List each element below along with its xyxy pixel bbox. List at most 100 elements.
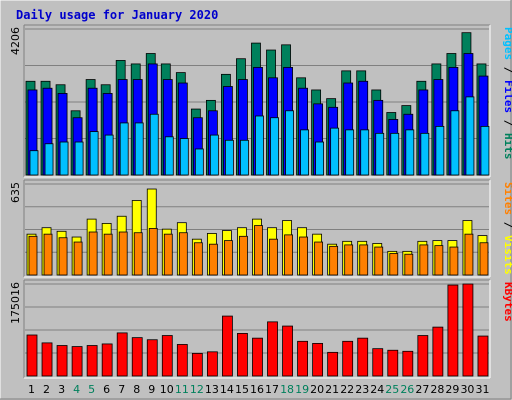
bar-kbytes [146,339,158,377]
x-tick-label: 24 [370,383,384,396]
x-tick-label: 5 [88,383,95,396]
x-tick-label: 23 [355,383,369,396]
bar-kbytes [477,335,489,377]
bar-sites [314,241,324,276]
x-tick-label: 6 [103,383,110,396]
bar-kbytes [297,340,308,377]
bar-pages [285,110,294,176]
legend-entry: Hits [502,133,512,160]
legend-entry: / [502,215,512,235]
bar-sites [299,236,308,276]
bar-sites [389,253,399,276]
x-tick-label: 19 [295,383,309,396]
bar-kbytes [267,321,278,377]
panel-hits_files_pages: 4206 Pages / Files / Hits [9,24,512,178]
bar-sites [239,235,248,276]
bar-pages [255,115,264,176]
legend-label: KBytes [502,282,512,322]
bar-kbytes [282,325,293,377]
bar-kbytes [237,333,248,377]
bar-pages [240,139,249,176]
bar-kbytes [71,346,83,377]
bar-kbytes [402,350,414,377]
x-tick-label: 8 [133,383,140,396]
bar-pages [450,110,460,176]
x-tick-label: 10 [160,383,174,396]
legend-entry: KBytes [502,282,512,322]
bar-sites [118,231,128,276]
x-tick-label: 7 [118,383,125,396]
bar-pages [104,134,114,176]
bar-pages [149,113,159,176]
bar-pages [360,129,370,176]
bar-sites [284,234,293,276]
bar-sites [193,242,203,276]
bar-kbytes [357,337,369,377]
x-tick-label: 26 [400,383,414,396]
bar-kbytes [312,343,324,377]
bar-sites [58,237,68,276]
bar-pages [375,132,385,176]
bar-pages [345,129,355,176]
bar-sites [254,225,263,276]
bar-kbytes [86,345,98,377]
bar-sites [163,233,173,276]
bar-sites [73,241,83,276]
bar-pages [164,136,174,176]
bar-sites [449,246,459,276]
x-tick-label: 12 [190,383,204,396]
bar-sites [103,233,113,276]
bar-pages [420,132,430,176]
x-tick-label: 16 [250,383,264,396]
bar-pages [465,96,475,176]
legend-entry: Files [502,80,512,113]
x-tick-label: 17 [265,383,279,396]
bar-pages [315,141,325,176]
y-max-label: 4206 [9,27,22,55]
panel-visits_sites: 635 Sites / Visits [9,179,512,278]
bar-kbytes [56,345,68,377]
y-max-label: 635 [9,182,22,203]
chart-title: Daily usage for January 2020 [16,8,218,22]
bar-pages [300,129,309,176]
x-tick-label: 9 [148,383,155,396]
bar-pages [134,122,144,176]
bar-kbytes [252,337,263,377]
x-tick-label: 20 [310,383,324,396]
bar-pages [270,117,279,176]
bar-sites [464,233,474,276]
bar-pages [119,122,129,176]
x-tick-label: 28 [430,383,444,396]
bar-sites [329,245,339,276]
legend-entry: Sites [502,182,512,215]
bar-sites [133,232,143,276]
bar-sites [88,231,98,276]
bar-kbytes [342,340,354,377]
x-tick-label: 21 [325,383,339,396]
x-tick-label: 13 [205,383,219,396]
bar-kbytes [101,343,113,377]
bar-kbytes [372,348,384,377]
bar-sites [28,235,38,276]
bar-pages [390,132,400,176]
x-tick-label: 11 [175,383,189,396]
y-max-label: 175016 [9,282,22,324]
bar-pages [480,126,490,176]
bar-kbytes [131,337,143,377]
x-tick-label: 18 [280,383,294,396]
x-tick-label: 4 [73,383,80,396]
bar-sites [224,240,233,276]
bar-kbytes [161,335,173,377]
bar-pages [29,150,39,176]
bar-pages [330,127,340,176]
bar-pages [194,148,204,176]
legend-entry: / [502,113,512,133]
bar-sites [208,243,218,276]
bar-kbytes [432,326,444,377]
bar-sites [269,238,278,276]
bar-kbytes [116,332,128,377]
panel-kbytes: 175016 KBytes [9,279,512,379]
bar-sites [178,232,188,276]
x-tick-label: 30 [460,383,474,396]
